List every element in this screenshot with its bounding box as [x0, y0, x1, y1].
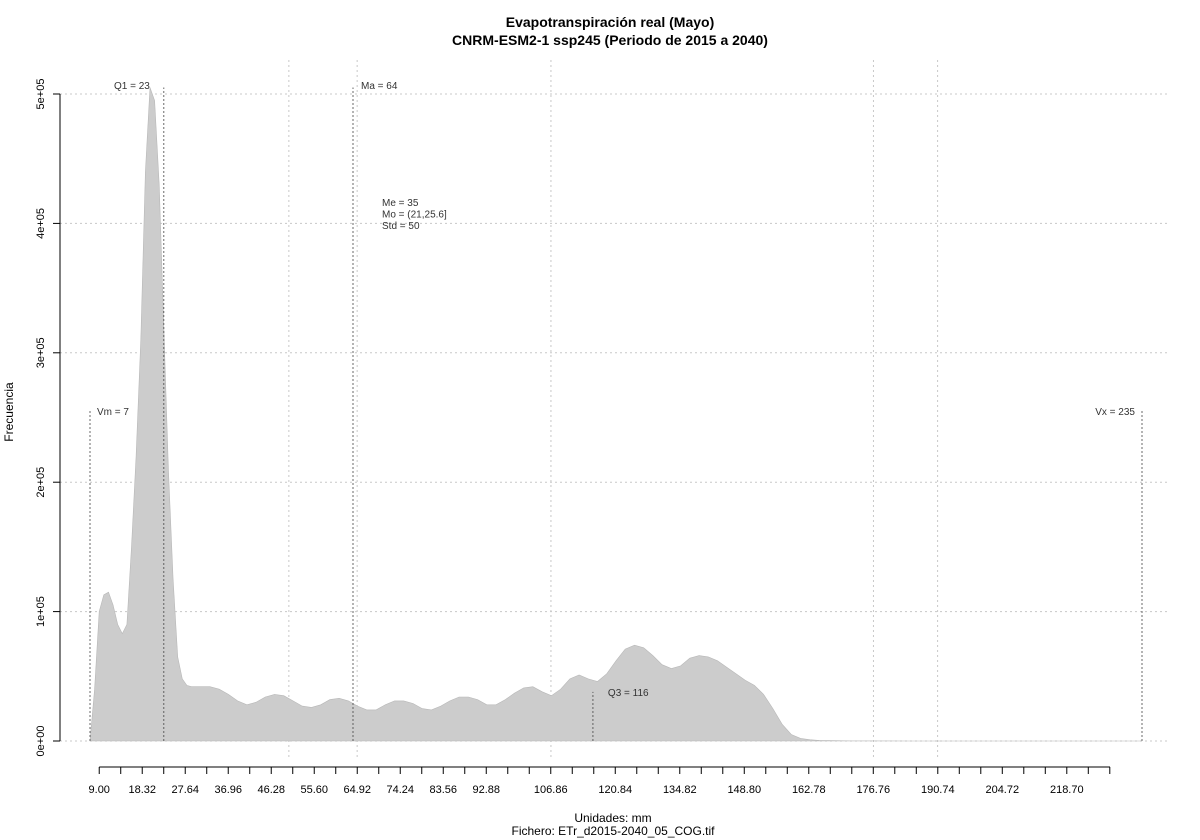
y-tick-label: 3e+05 — [35, 337, 47, 368]
y-axis-label: Frecuencia — [2, 382, 16, 442]
x-tick-label: 27.64 — [171, 784, 199, 796]
x-tick-label: 218.70 — [1050, 784, 1084, 796]
y-tick-label: 0e+00 — [35, 726, 47, 757]
series-area — [89, 87, 1142, 742]
x-tick-label: 55.60 — [300, 784, 328, 796]
y-tick-label: 5e+05 — [35, 79, 47, 110]
x-tick-label: 9.00 — [89, 784, 110, 796]
y-tick-label: 1e+05 — [35, 596, 47, 627]
x-tick-label: 134.82 — [663, 784, 697, 796]
x-tick-label: 204.72 — [985, 784, 1019, 796]
x-tick-label: 92.88 — [472, 784, 500, 796]
x-tick-label: 36.96 — [214, 784, 242, 796]
reference-label: Q3 = 116 — [608, 688, 649, 699]
x-tick-label: 162.78 — [792, 784, 826, 796]
y-tick-label: 2e+05 — [35, 467, 47, 498]
x-tick-label: 64.92 — [343, 784, 371, 796]
x-tick-label: 176.76 — [856, 784, 890, 796]
stats-line: Me = 35 — [382, 198, 419, 209]
x-tick-label: 190.74 — [921, 784, 955, 796]
x-tick-label: 18.32 — [128, 784, 156, 796]
stats-line: Mo = (21,25.6] — [382, 210, 447, 221]
x-axis-label: Unidades: mm — [574, 811, 651, 825]
density-area — [89, 87, 1142, 742]
axes: 0e+00 1e+05 2e+05 3e+05 4e+05 5e+05 9.00 18.32 2… — [35, 79, 1111, 796]
reference-label: Vm = 7 — [97, 407, 129, 418]
stats-line: Std = 50 — [382, 221, 420, 232]
x-tick-label: 74.24 — [386, 784, 414, 796]
reference-label: Ma = 64 — [361, 81, 398, 92]
x-tick-label: 120.84 — [598, 784, 632, 796]
y-tick-label: 4e+05 — [35, 208, 47, 239]
chart-title: Evapotranspiración real (Mayo) — [506, 14, 715, 30]
x-tick-label: 106.86 — [534, 784, 568, 796]
x-tick-label: 46.28 — [257, 784, 285, 796]
reference-label: Vx = 235 — [1095, 407, 1135, 418]
grid-lines — [60, 60, 1170, 760]
reference-label: Q1 = 23 — [114, 81, 150, 92]
reference-lines: Vm = 7 Q1 = 23 Ma = 64 Q3 = 116 Vx = 235 — [89, 81, 1143, 741]
x-tick-label: 83.56 — [429, 784, 457, 796]
file-caption: Fichero: ETr_d2015-2040_05_COG.tif — [512, 824, 716, 838]
chart-subtitle: CNRM-ESM2-1 ssp245 (Periodo de 2015 a 20… — [452, 32, 768, 48]
x-tick-label: 148.80 — [727, 784, 761, 796]
